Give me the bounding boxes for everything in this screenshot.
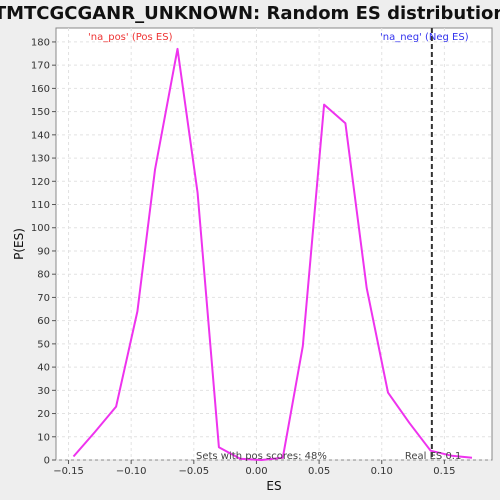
y-axis-label: P(ES)	[12, 228, 26, 260]
legend-neg-label: 'na_neg' (Neg ES)	[380, 32, 469, 43]
plot-area	[55, 27, 493, 461]
x-tick-label: −0.10	[116, 466, 147, 477]
y-tick-label: 150	[31, 107, 50, 118]
legend-pos-label: 'na_pos' (Pos ES)	[88, 32, 173, 43]
es-distribution-line	[72, 47, 473, 461]
y-tick-label: 170	[31, 61, 50, 72]
y-tick-label: 50	[37, 339, 50, 350]
x-tick-label: 0.05	[308, 466, 330, 477]
y-axis: 0 10 20 30 40 50 60 70 80 90 100 110 120 130 140 150 160…	[31, 37, 56, 467]
y-tick-label: 120	[31, 177, 50, 188]
y-tick-label: 40	[37, 363, 50, 374]
chart-title: TMTCGCGANR_UNKNOWN: Random ES distributi…	[0, 3, 500, 24]
y-tick-label: 10	[37, 432, 50, 443]
y-tick-label: 180	[31, 37, 50, 48]
y-tick-label: 60	[37, 316, 50, 327]
y-tick-label: 100	[31, 223, 50, 234]
y-tick-label: 110	[31, 200, 50, 211]
grid-lines	[56, 28, 492, 461]
y-tick-label: 140	[31, 130, 50, 141]
y-tick-label: 30	[37, 386, 50, 397]
real-es-label: Real ES 0.1	[405, 451, 461, 462]
y-tick-label: 130	[31, 154, 50, 165]
x-axis: −0.15 −0.10 −0.05 0.00 0.05 0.10 0.15	[53, 460, 456, 477]
y-tick-label: 20	[37, 409, 50, 420]
x-tick-label: −0.15	[53, 466, 84, 477]
y-tick-label: 70	[37, 293, 50, 304]
y-tick-label: 90	[37, 246, 50, 257]
x-tick-label: 0.15	[433, 466, 455, 477]
x-tick-label: 0.00	[245, 466, 267, 477]
series-group	[72, 47, 473, 461]
pos-scores-annotation: Sets with pos scores: 48%	[196, 451, 327, 462]
y-tick-label: 160	[31, 84, 50, 95]
y-tick-label: 0	[44, 456, 50, 467]
y-tick-label: 80	[37, 270, 50, 281]
x-axis-label: ES	[266, 479, 281, 493]
x-tick-label: 0.10	[371, 466, 393, 477]
real-es-marker-group: Real ES 0.1	[405, 28, 461, 462]
x-tick-label: −0.05	[178, 466, 209, 477]
